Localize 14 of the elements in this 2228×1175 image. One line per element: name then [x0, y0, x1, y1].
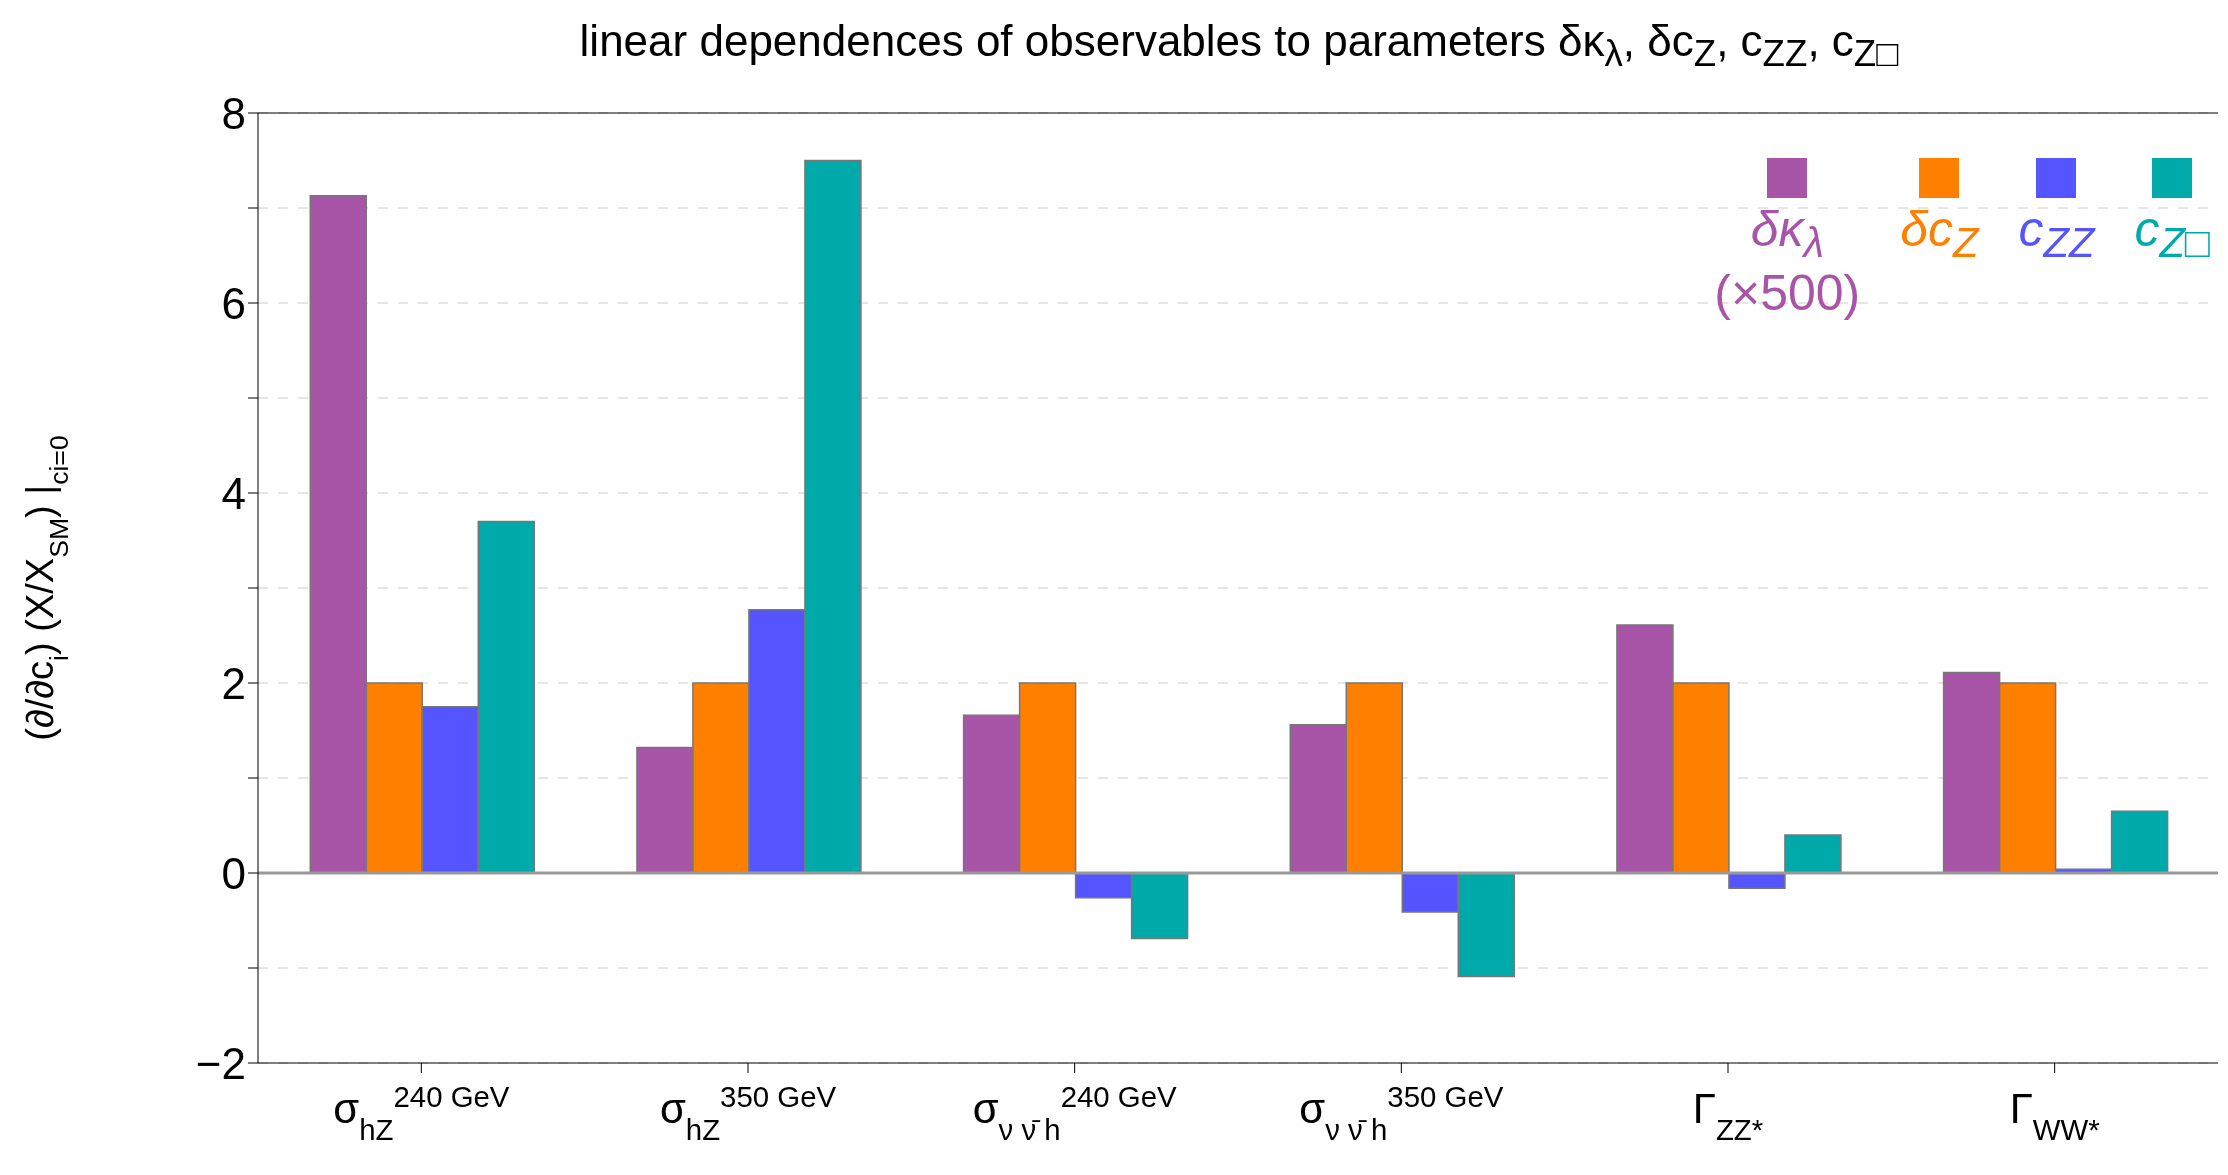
y-tick-label: 6: [221, 278, 246, 328]
x-tick-label: Γ$_{WW*}$: [2009, 1085, 2100, 1146]
y-tick-label: 8: [221, 88, 246, 138]
y-tick-label: 2: [221, 658, 246, 708]
legend-label: δc$_{Z}$: [1900, 201, 1979, 266]
y-tick-label: 4: [221, 468, 246, 518]
chart-title: linear dependences of observables to parameters δκ$_{λ}$, δc$_{Z}$, c$_{ZZ}$, c$_{Z□}$: [578, 16, 1900, 75]
bar: [1784, 834, 1842, 874]
legend-label: c$_{Z□}$: [2134, 201, 2210, 266]
y-tick-label: −2: [195, 1038, 246, 1088]
legend-label: c$_{ZZ}$: [2018, 201, 2095, 266]
y-tick-label: 0: [221, 848, 246, 898]
legend-label: δκ$_{λ}$ (×500): [1714, 201, 1861, 321]
x-tick-label: Γ$_{ZZ*}$: [1692, 1085, 1764, 1146]
